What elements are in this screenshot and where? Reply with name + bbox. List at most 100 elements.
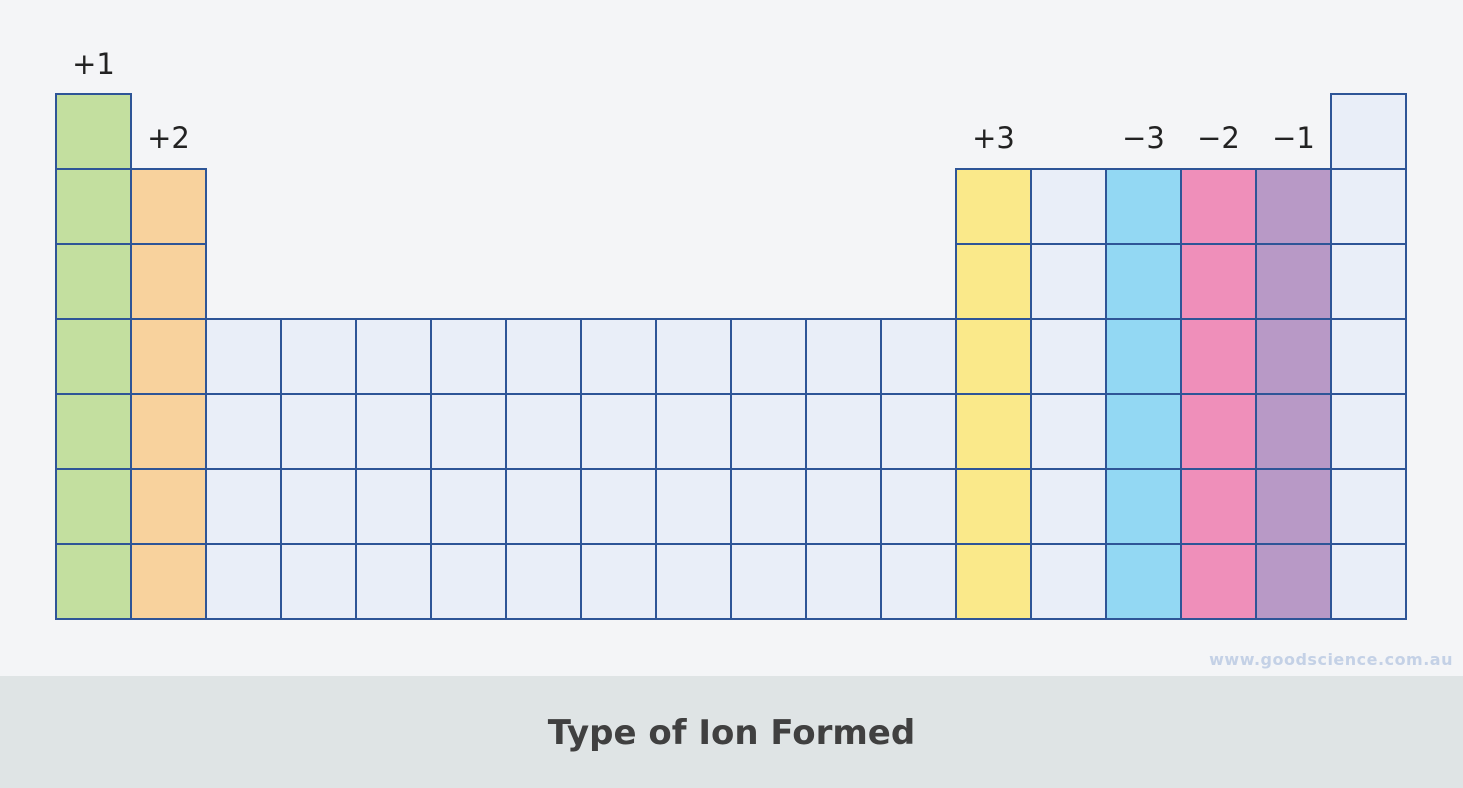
- element-cell-period-6-group-14: [1030, 468, 1107, 545]
- element-cell-period-7-group-12: [880, 543, 957, 620]
- element-cell-period-6-group-8: [580, 468, 657, 545]
- element-cell-period-7-group-11: [805, 543, 882, 620]
- element-cell-period-5-group-6: [430, 393, 507, 470]
- element-cell-period-3-group-2: [130, 243, 207, 320]
- element-cell-period-6-group-10: [730, 468, 807, 545]
- element-cell-period-7-group-3: [205, 543, 282, 620]
- element-cell-period-4-group-2: [130, 318, 207, 395]
- element-cell-period-7-group-2: [130, 543, 207, 620]
- element-cell-period-6-group-18: [1330, 468, 1407, 545]
- element-cell-period-2-group-16: [1180, 168, 1257, 245]
- element-cell-period-5-group-13: [955, 393, 1032, 470]
- element-cell-period-5-group-8: [580, 393, 657, 470]
- element-cell-period-7-group-9: [655, 543, 732, 620]
- element-cell-period-3-group-17: [1255, 243, 1332, 320]
- element-cell-period-2-group-18: [1330, 168, 1407, 245]
- element-cell-period-7-group-15: [1105, 543, 1182, 620]
- element-cell-period-4-group-6: [430, 318, 507, 395]
- element-cell-period-5-group-17: [1255, 393, 1332, 470]
- element-cell-period-4-group-9: [655, 318, 732, 395]
- element-cell-period-1-group-1: [55, 93, 132, 170]
- element-cell-period-5-group-16: [1180, 393, 1257, 470]
- group-15-ion-label: −3: [1122, 121, 1165, 155]
- element-cell-period-4-group-5: [355, 318, 432, 395]
- element-cell-period-5-group-1: [55, 393, 132, 470]
- element-cell-period-6-group-16: [1180, 468, 1257, 545]
- element-cell-period-5-group-11: [805, 393, 882, 470]
- element-cell-period-7-group-4: [280, 543, 357, 620]
- group-13-ion-label: +3: [972, 121, 1015, 155]
- element-cell-period-5-group-2: [130, 393, 207, 470]
- element-cell-period-3-group-1: [55, 243, 132, 320]
- element-cell-period-4-group-7: [505, 318, 582, 395]
- element-cell-period-4-group-17: [1255, 318, 1332, 395]
- element-cell-period-7-group-17: [1255, 543, 1332, 620]
- periodic-table-diagram: +1 +2 +3 −3 −2 −1 www.goodscience.com.au: [55, 47, 1453, 669]
- element-cell-period-6-group-1: [55, 468, 132, 545]
- element-cell-period-7-group-8: [580, 543, 657, 620]
- element-cell-period-4-group-14: [1030, 318, 1107, 395]
- element-cell-period-6-group-17: [1255, 468, 1332, 545]
- group-16-ion-label: −2: [1197, 121, 1240, 155]
- periodic-table-grid: [55, 93, 1407, 620]
- element-cell-period-5-group-15: [1105, 393, 1182, 470]
- group-17-ion-label: −1: [1272, 121, 1315, 155]
- element-cell-period-6-group-6: [430, 468, 507, 545]
- element-cell-period-4-group-1: [55, 318, 132, 395]
- element-cell-period-4-group-18: [1330, 318, 1407, 395]
- element-cell-period-6-group-9: [655, 468, 732, 545]
- element-cell-period-4-group-10: [730, 318, 807, 395]
- element-cell-period-7-group-10: [730, 543, 807, 620]
- element-cell-period-5-group-5: [355, 393, 432, 470]
- element-cell-period-6-group-13: [955, 468, 1032, 545]
- element-cell-period-5-group-4: [280, 393, 357, 470]
- element-cell-period-4-group-3: [205, 318, 282, 395]
- element-cell-period-3-group-15: [1105, 243, 1182, 320]
- group-2-ion-label: +2: [147, 121, 190, 155]
- element-cell-period-7-group-16: [1180, 543, 1257, 620]
- element-cell-period-1-group-18: [1330, 93, 1407, 170]
- element-cell-period-6-group-5: [355, 468, 432, 545]
- element-cell-period-2-group-1: [55, 168, 132, 245]
- element-cell-period-6-group-4: [280, 468, 357, 545]
- element-cell-period-5-group-9: [655, 393, 732, 470]
- element-cell-period-3-group-18: [1330, 243, 1407, 320]
- website-watermark: www.goodscience.com.au: [1209, 650, 1453, 669]
- element-cell-period-5-group-10: [730, 393, 807, 470]
- element-cell-period-2-group-13: [955, 168, 1032, 245]
- element-cell-period-7-group-6: [430, 543, 507, 620]
- element-cell-period-3-group-13: [955, 243, 1032, 320]
- element-cell-period-5-group-7: [505, 393, 582, 470]
- group-1-ion-label: +1: [72, 47, 115, 81]
- element-cell-period-7-group-7: [505, 543, 582, 620]
- element-cell-period-7-group-18: [1330, 543, 1407, 620]
- element-cell-period-3-group-16: [1180, 243, 1257, 320]
- element-cell-period-7-group-14: [1030, 543, 1107, 620]
- element-cell-period-5-group-3: [205, 393, 282, 470]
- element-cell-period-4-group-4: [280, 318, 357, 395]
- element-cell-period-7-group-1: [55, 543, 132, 620]
- element-cell-period-6-group-11: [805, 468, 882, 545]
- element-cell-period-2-group-17: [1255, 168, 1332, 245]
- element-cell-period-4-group-16: [1180, 318, 1257, 395]
- element-cell-period-4-group-13: [955, 318, 1032, 395]
- element-cell-period-2-group-14: [1030, 168, 1107, 245]
- element-cell-period-5-group-12: [880, 393, 957, 470]
- element-cell-period-6-group-7: [505, 468, 582, 545]
- element-cell-period-2-group-15: [1105, 168, 1182, 245]
- element-cell-period-7-group-13: [955, 543, 1032, 620]
- element-cell-period-5-group-14: [1030, 393, 1107, 470]
- element-cell-period-6-group-15: [1105, 468, 1182, 545]
- element-cell-period-4-group-11: [805, 318, 882, 395]
- element-cell-period-6-group-12: [880, 468, 957, 545]
- caption-bar: Type of Ion Formed: [0, 676, 1463, 788]
- element-cell-period-3-group-14: [1030, 243, 1107, 320]
- element-cell-period-5-group-18: [1330, 393, 1407, 470]
- element-cell-period-2-group-2: [130, 168, 207, 245]
- element-cell-period-4-group-8: [580, 318, 657, 395]
- element-cell-period-6-group-3: [205, 468, 282, 545]
- element-cell-period-4-group-15: [1105, 318, 1182, 395]
- element-cell-period-7-group-5: [355, 543, 432, 620]
- element-cell-period-6-group-2: [130, 468, 207, 545]
- element-cell-period-4-group-12: [880, 318, 957, 395]
